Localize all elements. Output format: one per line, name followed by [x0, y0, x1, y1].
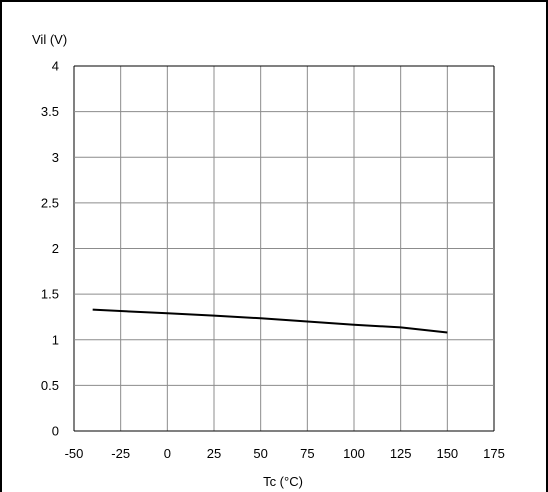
x-tick-label: 175: [483, 446, 505, 461]
y-tick-label: 3.5: [41, 104, 59, 119]
series-layer: [92, 308, 448, 334]
y-tick-label: 4: [52, 59, 59, 74]
y-axis-label: Vil (V): [32, 32, 67, 47]
x-tick-label: 125: [390, 446, 412, 461]
x-tick-label: 50: [253, 446, 267, 461]
y-tick-label: 1.5: [41, 287, 59, 302]
x-tick-label: 150: [436, 446, 458, 461]
x-tick-label: -25: [111, 446, 130, 461]
x-tick-label: 100: [343, 446, 365, 461]
x-tick-label: 25: [207, 446, 221, 461]
x-tick-label: 75: [300, 446, 314, 461]
y-tick-label: 0.5: [41, 378, 59, 393]
series-line: [92, 308, 448, 334]
x-tick-label: 0: [164, 446, 171, 461]
x-axis-label: Tc (°C): [263, 474, 303, 489]
y-tick-label: 3: [52, 150, 59, 165]
y-tick-label: 2: [52, 241, 59, 256]
y-tick-label: 1: [52, 332, 59, 347]
x-tick-label: -50: [65, 446, 84, 461]
y-tick-label: 2.5: [41, 195, 59, 210]
tick-labels: -50 -25 0 25 50 75 100 125 150 175 0 0.5 1 1.5 2 2.5 3 3.…: [41, 59, 505, 462]
y-tick-label: 0: [52, 424, 59, 439]
grid-lines: [73, 65, 495, 432]
